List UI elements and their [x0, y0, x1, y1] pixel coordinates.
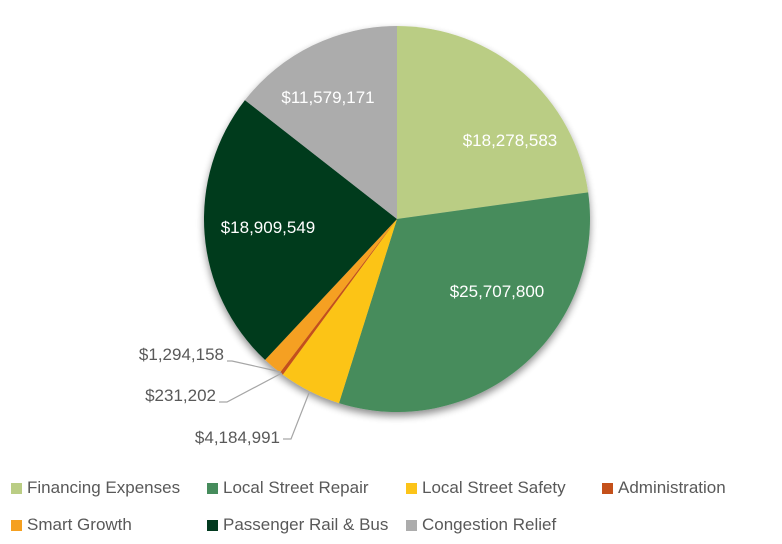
legend-label: Smart Growth	[27, 515, 132, 534]
label-passenger-rail-bus: $18,909,549	[221, 218, 316, 237]
legend-label: Local Street Repair	[223, 478, 369, 497]
legend-item-local-street-repair[interactable]: Local Street Repair	[207, 478, 369, 498]
legend-swatch	[406, 482, 417, 494]
label-local-street-safety: $4,184,991	[195, 428, 280, 447]
slice-local-street-safety[interactable]	[282, 219, 397, 404]
legend-swatch	[406, 519, 417, 531]
pie-chart: $18,278,583 $25,707,800 $18,909,549 $11,…	[139, 26, 590, 447]
leader-line-smart-growth	[227, 360, 282, 373]
legend-item-local-street-safety[interactable]: Local Street Safety	[406, 478, 566, 498]
slice-financing-expenses[interactable]	[397, 26, 589, 219]
legend-swatch	[11, 482, 22, 494]
legend-swatch	[602, 482, 613, 494]
legend-item-administration[interactable]: Administration	[602, 478, 726, 498]
legend-item-congestion-relief[interactable]: Congestion Relief	[406, 515, 556, 535]
leader-line-local-street-safety	[283, 392, 310, 440]
label-congestion-relief: $11,579,171	[281, 88, 374, 107]
leader-line-administration	[219, 372, 283, 403]
slice-smart-growth[interactable]	[265, 219, 397, 373]
legend-label: Administration	[618, 478, 726, 497]
label-administration: $231,202	[145, 386, 216, 405]
legend-label: Financing Expenses	[27, 478, 181, 497]
legend-label: Congestion Relief	[422, 515, 557, 534]
legend-item-passenger-rail-bus[interactable]: Passenger Rail & Bus	[207, 515, 388, 535]
legend-label: Local Street Safety	[422, 478, 566, 497]
legend-item-financing-expenses[interactable]: Financing Expenses	[11, 478, 180, 498]
legend-label: Passenger Rail & Bus	[223, 515, 389, 534]
slice-local-street-repair[interactable]	[339, 192, 590, 412]
label-smart-growth: $1,294,158	[139, 345, 224, 364]
slice-congestion-relief[interactable]	[244, 26, 397, 219]
legend-swatch	[207, 482, 218, 494]
legend-swatch	[207, 519, 218, 531]
slice-administration[interactable]	[280, 219, 397, 375]
label-financing-expenses: $18,278,583	[463, 131, 558, 150]
slice-passenger-rail-bus[interactable]	[203, 100, 397, 360]
label-local-street-repair: $25,707,800	[450, 282, 545, 301]
legend-swatch	[11, 519, 22, 531]
legend-item-smart-growth[interactable]: Smart Growth	[11, 515, 132, 535]
